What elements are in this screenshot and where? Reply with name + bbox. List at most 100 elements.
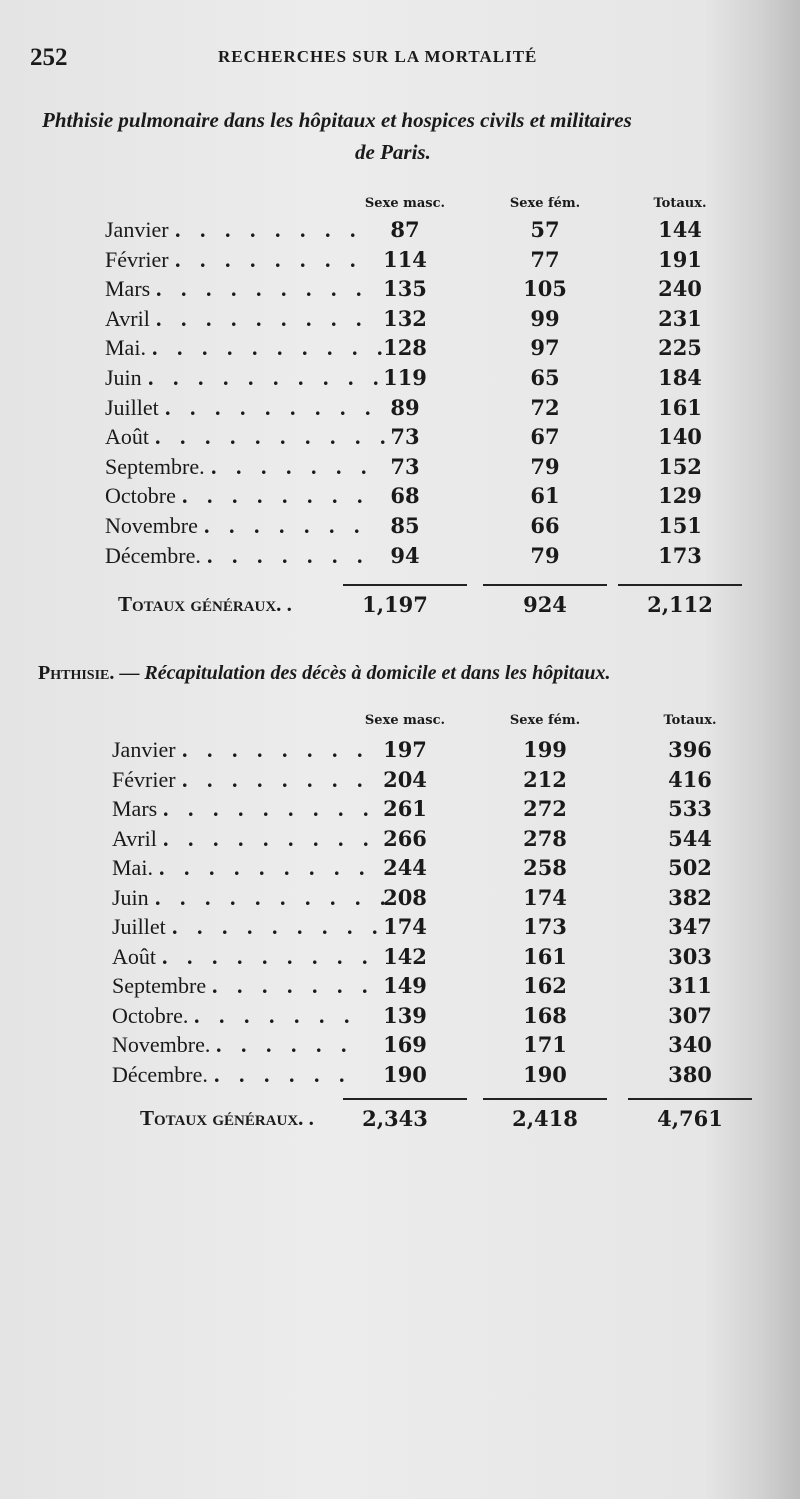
- month-label: Juillet: [105, 394, 159, 420]
- cell-total: 347: [668, 914, 712, 939]
- cell-fem: 272: [523, 796, 567, 821]
- cell-masc: 139: [383, 1002, 427, 1028]
- leader-dots: . . . . . .: [216, 1032, 354, 1057]
- cell-fem: 79: [530, 542, 560, 568]
- table-row: Octobre. . . . . . . . 68 61 129: [0, 483, 800, 513]
- cell-masc: 261: [383, 796, 427, 821]
- table-row: Décembre.. . . . . . . 94 79 173: [0, 543, 800, 573]
- cell-total: 151: [658, 513, 702, 538]
- table-row: Juillet. . . . . . . . . 174 173 347: [0, 914, 800, 944]
- cell-fem: 199: [523, 737, 567, 762]
- cell-fem: 278: [523, 825, 567, 851]
- leader-dots: . . . . . . . . . .: [155, 884, 393, 910]
- cell-total: 173: [658, 542, 702, 568]
- total-fem: 924: [523, 592, 567, 617]
- leader-dots: . . . . . . . .: [182, 766, 370, 792]
- total-rule: [628, 1098, 752, 1100]
- table-row: Septembre. . . . . . . 149 162 311: [0, 973, 800, 1003]
- totals-row: Totaux généraux. . 2,343 2,418 4,761: [0, 1106, 800, 1136]
- leader-dots: . . . . . . . . .: [163, 796, 376, 821]
- month-label: Décembre.: [105, 542, 201, 568]
- table-row: Juin. . . . . . . . . . 208 174 382: [0, 885, 800, 915]
- cell-fem: 99: [530, 305, 560, 331]
- cell-total: 382: [668, 884, 712, 910]
- cell-masc: 169: [383, 1032, 427, 1057]
- cell-total: 303: [668, 943, 712, 969]
- leader-dots: . . . . . . .: [194, 1002, 357, 1028]
- table-row: Avril. . . . . . . . . 266 278 544: [0, 826, 800, 856]
- cell-total: 144: [658, 217, 702, 242]
- cell-masc: 68: [390, 483, 420, 509]
- table-row: Avril. . . . . . . . . 132 99 231: [0, 306, 800, 336]
- month-label: Juin: [105, 365, 142, 390]
- table-row: Octobre.. . . . . . . 139 168 307: [0, 1003, 800, 1033]
- table-row: Mai.. . . . . . . . . . 128 97 225: [0, 335, 800, 365]
- cell-fem: 66: [530, 513, 560, 538]
- month-label: Janvier: [105, 217, 169, 242]
- cell-fem: 57: [530, 217, 560, 242]
- column-header-total: Totaux.: [663, 713, 717, 728]
- cell-masc: 119: [383, 365, 427, 390]
- table2-title-text: Récapitulation des décès à domicile et d…: [144, 662, 611, 684]
- month-label: Septembre: [112, 973, 207, 998]
- cell-total: 152: [658, 453, 702, 479]
- totals-label: Totaux généraux. .: [118, 592, 292, 616]
- cell-total: 184: [658, 365, 702, 390]
- cell-fem: 173: [523, 914, 567, 939]
- cell-total: 191: [658, 246, 702, 272]
- leader-dots: . . . . . . . .: [175, 246, 363, 272]
- column-header-fem: Sexe fém.: [509, 713, 581, 728]
- cell-fem: 61: [530, 483, 560, 509]
- month-label: Novembre: [105, 513, 198, 538]
- cell-total: 225: [658, 335, 702, 361]
- cell-masc: 73: [390, 424, 420, 450]
- cell-masc: 149: [383, 973, 427, 998]
- cell-fem: 72: [530, 394, 560, 420]
- cell-total: 416: [668, 766, 712, 792]
- leader-dots: . . . . . . . . . .: [148, 365, 386, 390]
- cell-fem: 65: [530, 365, 560, 390]
- month-label: Mai.: [105, 335, 146, 361]
- month-label: Août: [105, 424, 149, 450]
- cell-masc: 114: [383, 246, 427, 272]
- table1-title: Phthisie pulmonaire dans les hôpitaux et…: [42, 108, 632, 132]
- total-rule: [483, 584, 607, 586]
- cell-fem: 258: [523, 855, 567, 880]
- leader-dots: . . . . . . . .: [182, 483, 370, 509]
- cell-masc: 208: [383, 884, 427, 910]
- cell-masc: 142: [383, 943, 427, 969]
- table-row: Janvier. . . . . . . . 197 199 396: [0, 737, 800, 767]
- table-row: Février. . . . . . . . 204 212 416: [0, 767, 800, 797]
- month-label: Juin: [112, 884, 149, 910]
- cell-fem: 79: [530, 453, 560, 479]
- running-title: RECHERCHES SUR LA MORTALITÉ: [218, 47, 538, 66]
- table-row: Mai.. . . . . . . . . 244 258 502: [0, 855, 800, 885]
- cell-masc: 266: [383, 825, 427, 851]
- cell-fem: 162: [523, 973, 567, 998]
- month-label: Mars: [105, 276, 151, 302]
- month-label: Mai.: [112, 855, 153, 880]
- month-label: Mars: [112, 796, 158, 821]
- cell-masc: 89: [390, 394, 420, 420]
- cell-masc: 244: [383, 855, 427, 880]
- leader-dots: . . . . . . . . .: [162, 943, 375, 969]
- table-row: Février. . . . . . . . 114 77 191: [0, 247, 800, 277]
- table-row: Septembre.. . . . . . . 73 79 152: [0, 454, 800, 484]
- table-row: Mars. . . . . . . . . 261 272 533: [0, 796, 800, 826]
- cell-fem: 67: [530, 424, 560, 450]
- table-row: Août. . . . . . . . . . 73 67 140: [0, 424, 800, 454]
- cell-fem: 190: [523, 1061, 567, 1087]
- table-row: Décembre.. . . . . . 190 190 380: [0, 1062, 800, 1092]
- cell-fem: 105: [523, 276, 567, 302]
- cell-total: 533: [668, 796, 712, 821]
- total-rule: [483, 1098, 607, 1100]
- month-label: Juillet: [112, 914, 166, 939]
- leader-dots: . . . . . . . . .: [165, 394, 378, 420]
- cell-total: 231: [658, 305, 702, 331]
- cell-total: 544: [668, 825, 712, 851]
- cell-total: 129: [658, 483, 702, 509]
- cell-fem: 77: [530, 246, 560, 272]
- column-header-total: Totaux.: [653, 196, 707, 211]
- totals-row: Totaux généraux. . 1,197 924 2,112: [0, 592, 800, 622]
- leader-dots: . . . . . . . . . .: [152, 335, 390, 361]
